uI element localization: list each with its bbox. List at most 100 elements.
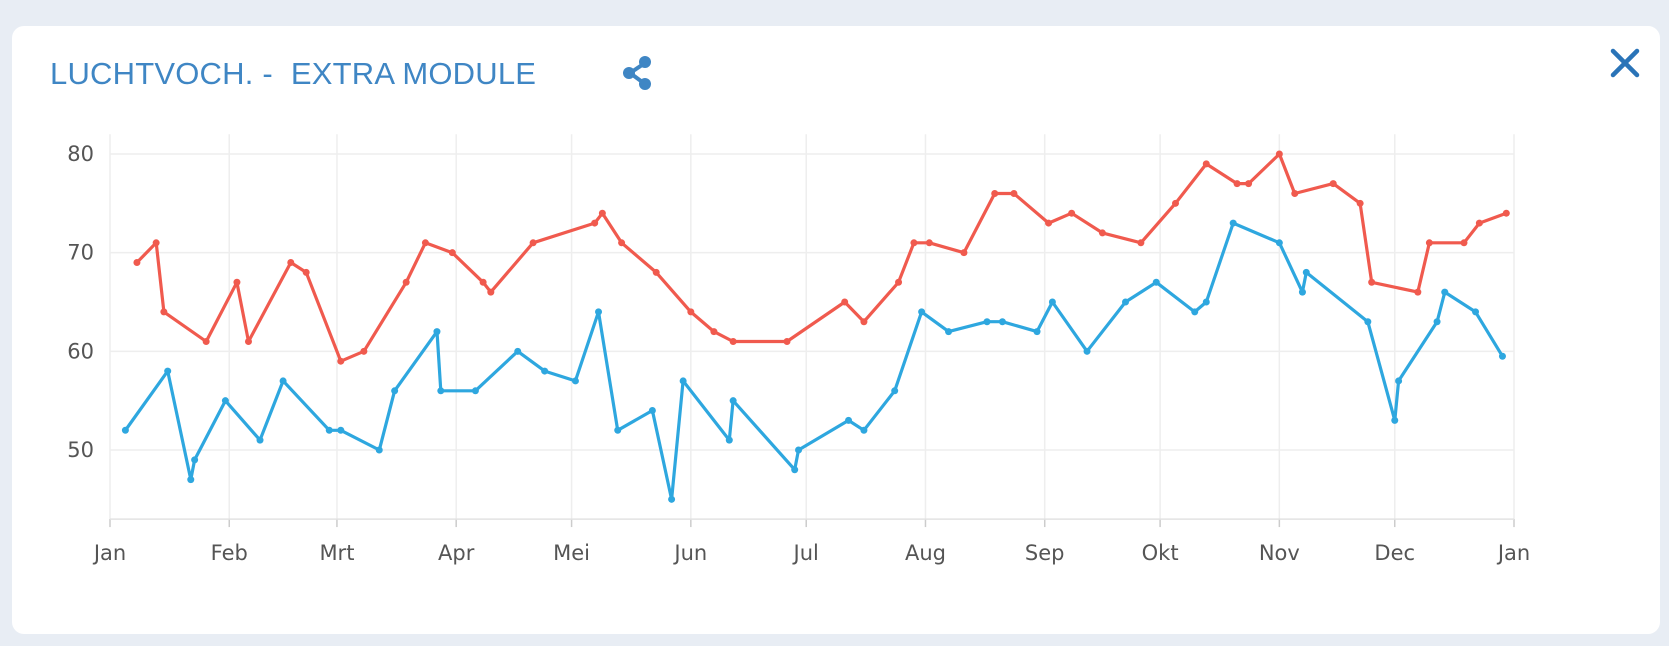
series-0-point xyxy=(1368,278,1376,286)
series-1-point xyxy=(998,318,1006,326)
series-1-point xyxy=(795,446,803,454)
series-1-point xyxy=(191,456,199,464)
x-tick-label: Feb xyxy=(211,541,248,565)
series-0-point xyxy=(160,308,168,316)
line-chart: 50 60 70 80 Jan Feb Mrt Apr Mei Jun Jul Aug Sep Okt No… xyxy=(67,134,1530,565)
series-0-point xyxy=(1475,219,1483,227)
series-0-point xyxy=(1329,180,1337,188)
series-0-point xyxy=(337,357,345,365)
series-0-point xyxy=(402,278,410,286)
series-0-point xyxy=(421,239,429,247)
series-0-point xyxy=(1425,239,1433,247)
series-0-point xyxy=(1460,239,1468,247)
series-0-point xyxy=(1045,219,1053,227)
series-0-point xyxy=(1414,288,1422,296)
series-1-point xyxy=(391,387,399,395)
series-0-point xyxy=(1356,199,1364,207)
series-0-point xyxy=(1275,150,1283,158)
x-tick-label: Mrt xyxy=(319,541,354,565)
series-0-point xyxy=(925,239,933,247)
series-0-point xyxy=(287,259,295,267)
series-1-point xyxy=(945,328,953,336)
series-1-point xyxy=(375,446,383,454)
series-0-point xyxy=(152,239,160,247)
series-1-point xyxy=(1441,288,1449,296)
close-icon[interactable] xyxy=(1608,46,1642,80)
series-1-point xyxy=(437,387,445,395)
series-1-point xyxy=(845,416,853,424)
series-0-point xyxy=(687,308,695,316)
series-0-point xyxy=(710,328,718,336)
series-1-point xyxy=(725,436,733,444)
series-0-point xyxy=(1291,189,1299,197)
series-1-point xyxy=(1395,377,1403,385)
series-1-point xyxy=(541,367,549,375)
x-tick-label: Jan xyxy=(92,541,126,565)
series-0-point xyxy=(1010,189,1018,197)
series-1-point xyxy=(121,426,129,434)
series-0-point xyxy=(860,318,868,326)
series-0-point xyxy=(479,278,487,286)
series-0-point xyxy=(233,278,241,286)
x-tick-label: Aug xyxy=(905,541,946,565)
series-0-point xyxy=(1233,180,1241,188)
series-0-point xyxy=(841,298,849,306)
series-0-point xyxy=(202,337,210,345)
x-tick-label: Okt xyxy=(1142,541,1179,565)
series-0-point xyxy=(598,209,606,217)
x-tick-label: Dec xyxy=(1374,541,1415,565)
series-1-point xyxy=(729,397,737,405)
series-1-point xyxy=(860,426,868,434)
share-icon[interactable] xyxy=(620,54,654,92)
series-0-point xyxy=(1202,160,1210,168)
series-0-point xyxy=(302,268,310,276)
x-tick-label: Sep xyxy=(1025,541,1065,565)
series-1-point xyxy=(1391,416,1399,424)
series-1-point xyxy=(1191,308,1199,316)
series-1-point xyxy=(1121,298,1129,306)
series-0-point xyxy=(618,239,626,247)
x-tick-label: Mei xyxy=(553,541,590,565)
series-0-point xyxy=(529,239,537,247)
series-1-point xyxy=(1498,352,1506,360)
series-1-point xyxy=(514,347,522,355)
series-0-point xyxy=(1068,209,1076,217)
series-0-point xyxy=(1172,199,1180,207)
series-1-point xyxy=(1275,239,1283,247)
series-0-point xyxy=(244,337,252,345)
series-1-point xyxy=(279,377,287,385)
series-1-point xyxy=(1302,268,1310,276)
series-0-point xyxy=(133,259,141,267)
series-0-point xyxy=(1502,209,1510,217)
series-0-point xyxy=(1245,180,1253,188)
series-1-point xyxy=(595,308,603,316)
series-1-point xyxy=(187,476,195,484)
series-1-line xyxy=(123,221,1505,501)
series-1-point xyxy=(1152,278,1160,286)
series-0-point xyxy=(1137,239,1145,247)
series-1-point xyxy=(471,387,479,395)
series-1-point xyxy=(1298,288,1306,296)
series-1-point xyxy=(1048,298,1056,306)
y-tick-label: 50 xyxy=(67,438,94,462)
series-0-point xyxy=(991,189,999,197)
series-1-point xyxy=(891,387,899,395)
series-0-point xyxy=(910,239,918,247)
series-1-point xyxy=(1202,298,1210,306)
card-title-part1: LUCHTVOCH. - xyxy=(50,56,273,91)
series-1-point xyxy=(433,328,441,336)
series-1-point xyxy=(983,318,991,326)
chart-card: LUCHTVOCH. - EXTRA MODULE 50 60 70 80 Jan Feb M… xyxy=(12,26,1660,634)
series-1-point xyxy=(614,426,622,434)
x-tick-label: Jan xyxy=(1496,541,1530,565)
x-tick-label: Jun xyxy=(672,541,707,565)
series-0-point xyxy=(652,268,660,276)
series-1-point xyxy=(1364,318,1372,326)
x-tick-label: Jul xyxy=(792,541,819,565)
card-title: LUCHTVOCH. - EXTRA MODULE xyxy=(50,56,536,92)
series-1-point xyxy=(221,397,229,405)
series-1-point xyxy=(918,308,926,316)
series-0-point xyxy=(960,249,968,257)
series-0-point xyxy=(487,288,495,296)
series-0-point xyxy=(729,337,737,345)
